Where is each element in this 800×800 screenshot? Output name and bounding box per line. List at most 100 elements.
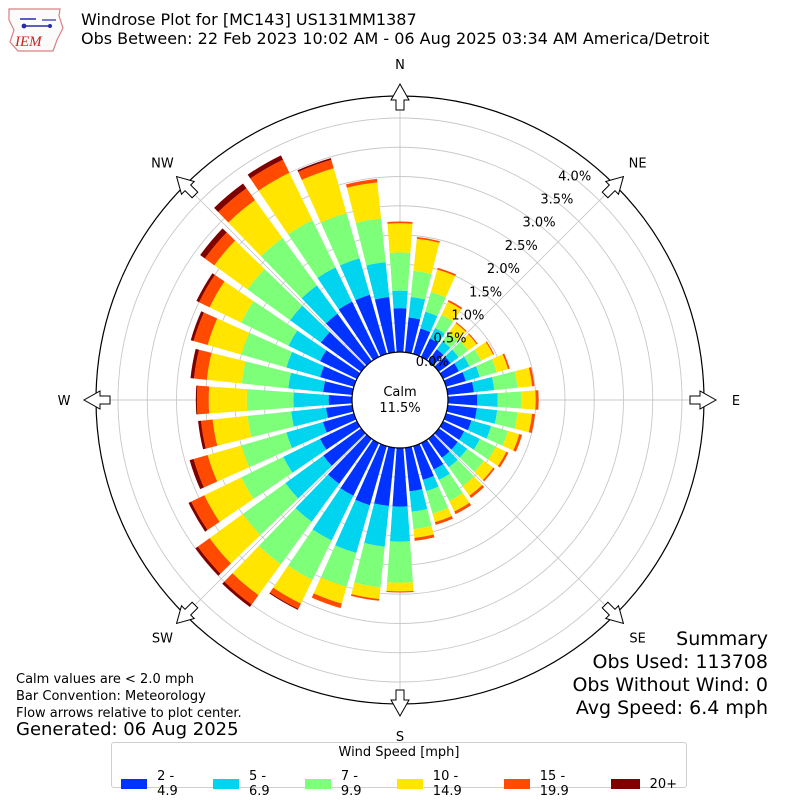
compass-label-se: SE xyxy=(629,632,645,647)
summary-obs-used: Obs Used: 113708 xyxy=(592,651,768,673)
wind-bar-segment-20deg-bin4 xyxy=(430,269,456,298)
wind-bar-segment-10deg-bin1 xyxy=(404,317,421,354)
grid-spoke xyxy=(184,399,401,616)
wind-bar-segment-280deg-bin2 xyxy=(288,372,326,392)
wind-bar-segment-310deg-bin4 xyxy=(214,240,265,290)
plot-notes: Calm values are < 2.0 mph Bar Convention… xyxy=(16,671,242,722)
wind-bar-segment-220deg-bin3 xyxy=(258,508,312,565)
wind-bar-segment-100deg-bin1 xyxy=(446,404,477,419)
wind-bar-segment-150deg-bin2 xyxy=(433,464,450,480)
wind-bar-segment-240deg-bin6 xyxy=(188,501,208,532)
wind-bar-segment-190deg-bin4 xyxy=(351,582,381,600)
wind-bar-segment-340deg-bin3 xyxy=(320,213,360,266)
grid-spoke xyxy=(399,184,616,401)
wind-bar-segment-170deg-bin4 xyxy=(413,526,434,538)
radial-tick-label: 1.0% xyxy=(451,309,484,324)
wind-bar-segment-260deg-bin4 xyxy=(212,415,252,446)
wind-bar-segment-130deg-bin4 xyxy=(474,460,494,481)
bar-convention-note: Bar Convention: Meteorology xyxy=(16,689,206,704)
wind-bar-segment-340deg-bin4 xyxy=(301,168,347,223)
wind-bar-segment-0deg-bin3 xyxy=(389,252,411,291)
wind-bar-segment-10deg-bin4 xyxy=(413,238,440,274)
wind-bar-segment-20deg-bin2 xyxy=(420,311,438,333)
radial-tick-label: 0.5% xyxy=(434,332,467,347)
wind-bar-segment-180deg-bin4 xyxy=(386,582,414,592)
flow-arrow-icon xyxy=(601,601,625,625)
wind-bar-segment-20deg-bin3 xyxy=(425,291,446,317)
wind-bar-segment-350deg-bin4 xyxy=(346,182,382,223)
wind-bar-segment-10deg-bin3 xyxy=(410,270,432,300)
wind-bar-segment-50deg-bin4 xyxy=(460,334,477,351)
wind-bar-segment-320deg-bin6 xyxy=(214,183,247,213)
wind-bar-segment-310deg-bin3 xyxy=(247,269,303,321)
wind-bar-segment-110deg-bin5 xyxy=(513,434,523,452)
wind-bar-segment-280deg-bin4 xyxy=(206,352,246,384)
wind-bar-segment-110deg-bin1 xyxy=(443,413,472,431)
wind-bar-segment-290deg-bin6 xyxy=(190,311,204,341)
legend-swatch xyxy=(304,779,331,789)
legend-label: 10 - 14.9 xyxy=(432,769,462,799)
wind-bar-segment-30deg-bin4 xyxy=(441,301,462,322)
summary-panel: Summary Obs Used: 113708 Obs Without Win… xyxy=(572,628,768,720)
wind-bar-segment-50deg-bin3 xyxy=(452,341,469,358)
compass-label-nw: NW xyxy=(151,156,174,171)
legend-swatch xyxy=(610,779,640,789)
wind-bar-segment-130deg-bin2 xyxy=(451,441,468,458)
wind-bar-segment-200deg-bin2 xyxy=(335,499,370,554)
wind-bar-segment-270deg-bin2 xyxy=(293,392,329,408)
wind-bar-segment-320deg-bin1 xyxy=(325,313,372,366)
wind-bar-segment-70deg-bin2 xyxy=(462,366,480,382)
compass-label-n: N xyxy=(395,58,405,73)
wind-bar-segment-270deg-bin6 xyxy=(195,385,198,415)
wind-bar-segment-300deg-bin1 xyxy=(320,350,361,379)
wind-bar-segment-350deg-bin2 xyxy=(366,262,390,300)
legend-swatch xyxy=(212,779,239,789)
wind-bar-segment-60deg-bin4 xyxy=(474,342,494,361)
wind-bar-segment-350deg-bin3 xyxy=(355,218,386,266)
wind-bar-segment-0deg-bin5 xyxy=(387,221,413,224)
radial-tick-label: 2.5% xyxy=(505,239,538,254)
wind-bar-segment-350deg-bin1 xyxy=(374,296,396,354)
wind-bar-segment-260deg-bin5 xyxy=(200,419,218,449)
wind-bar-segment-130deg-bin1 xyxy=(434,428,458,450)
wind-bar-segment-80deg-bin2 xyxy=(472,376,495,393)
wind-bar-segment-100deg-bin5 xyxy=(528,413,536,433)
wind-bar-segment-260deg-bin2 xyxy=(291,407,328,427)
compass-label-s: S xyxy=(396,730,404,745)
wind-bar-segment-260deg-bin3 xyxy=(247,411,294,438)
wind-bar-segment-180deg-bin3 xyxy=(387,541,413,583)
flow-arrows-note: Flow arrows relative to plot center. xyxy=(16,706,242,721)
wind-bar-segment-130deg-bin5 xyxy=(482,467,495,482)
compass-label-ne: NE xyxy=(629,156,647,171)
wind-bar-segment-120deg-bin1 xyxy=(439,421,465,440)
radial-tick-label: 0.0% xyxy=(416,355,449,370)
wind-bar-segment-230deg-bin2 xyxy=(285,455,332,499)
wind-bar-segment-140deg-bin2 xyxy=(441,451,458,468)
wind-bar-segment-40deg-bin4 xyxy=(448,323,466,341)
wind-bar-segment-210deg-bin1 xyxy=(340,439,379,496)
wind-bar-segment-260deg-bin1 xyxy=(326,404,354,419)
wind-bar-segment-40deg-bin3 xyxy=(442,332,458,348)
wind-bar-segment-80deg-bin1 xyxy=(446,381,474,396)
wind-bar-segment-250deg-bin1 xyxy=(322,413,357,433)
wind-bar-segment-340deg-bin2 xyxy=(339,258,370,301)
wind-bar-segment-50deg-bin1 xyxy=(434,356,451,372)
wind-bar-segment-70deg-bin5 xyxy=(502,353,510,370)
wind-bar-segment-180deg-bin5 xyxy=(386,590,414,593)
radial-tick-label: 3.0% xyxy=(523,216,556,231)
wind-bar-segment-10deg-bin2 xyxy=(408,296,426,320)
wind-bar-segment-100deg-bin4 xyxy=(514,412,533,433)
wind-bar-segment-160deg-bin5 xyxy=(434,515,453,525)
wind-bar-segment-160deg-bin3 xyxy=(426,486,449,514)
wind-bar-segment-70deg-bin3 xyxy=(475,358,497,378)
wind-bar-segment-0deg-bin1 xyxy=(393,308,407,353)
wind-bar-segment-250deg-bin4 xyxy=(207,445,250,482)
wind-bar-segment-120deg-bin2 xyxy=(459,431,480,450)
wind-bar-segment-220deg-bin2 xyxy=(295,474,340,522)
wind-bar-segment-290deg-bin2 xyxy=(286,351,325,378)
wind-bar-segment-190deg-bin1 xyxy=(374,446,396,506)
wind-bar-segment-290deg-bin4 xyxy=(207,318,250,355)
wind-bar-segment-330deg-bin5 xyxy=(250,159,290,191)
wind-bar-segment-10deg-bin5 xyxy=(416,237,440,243)
